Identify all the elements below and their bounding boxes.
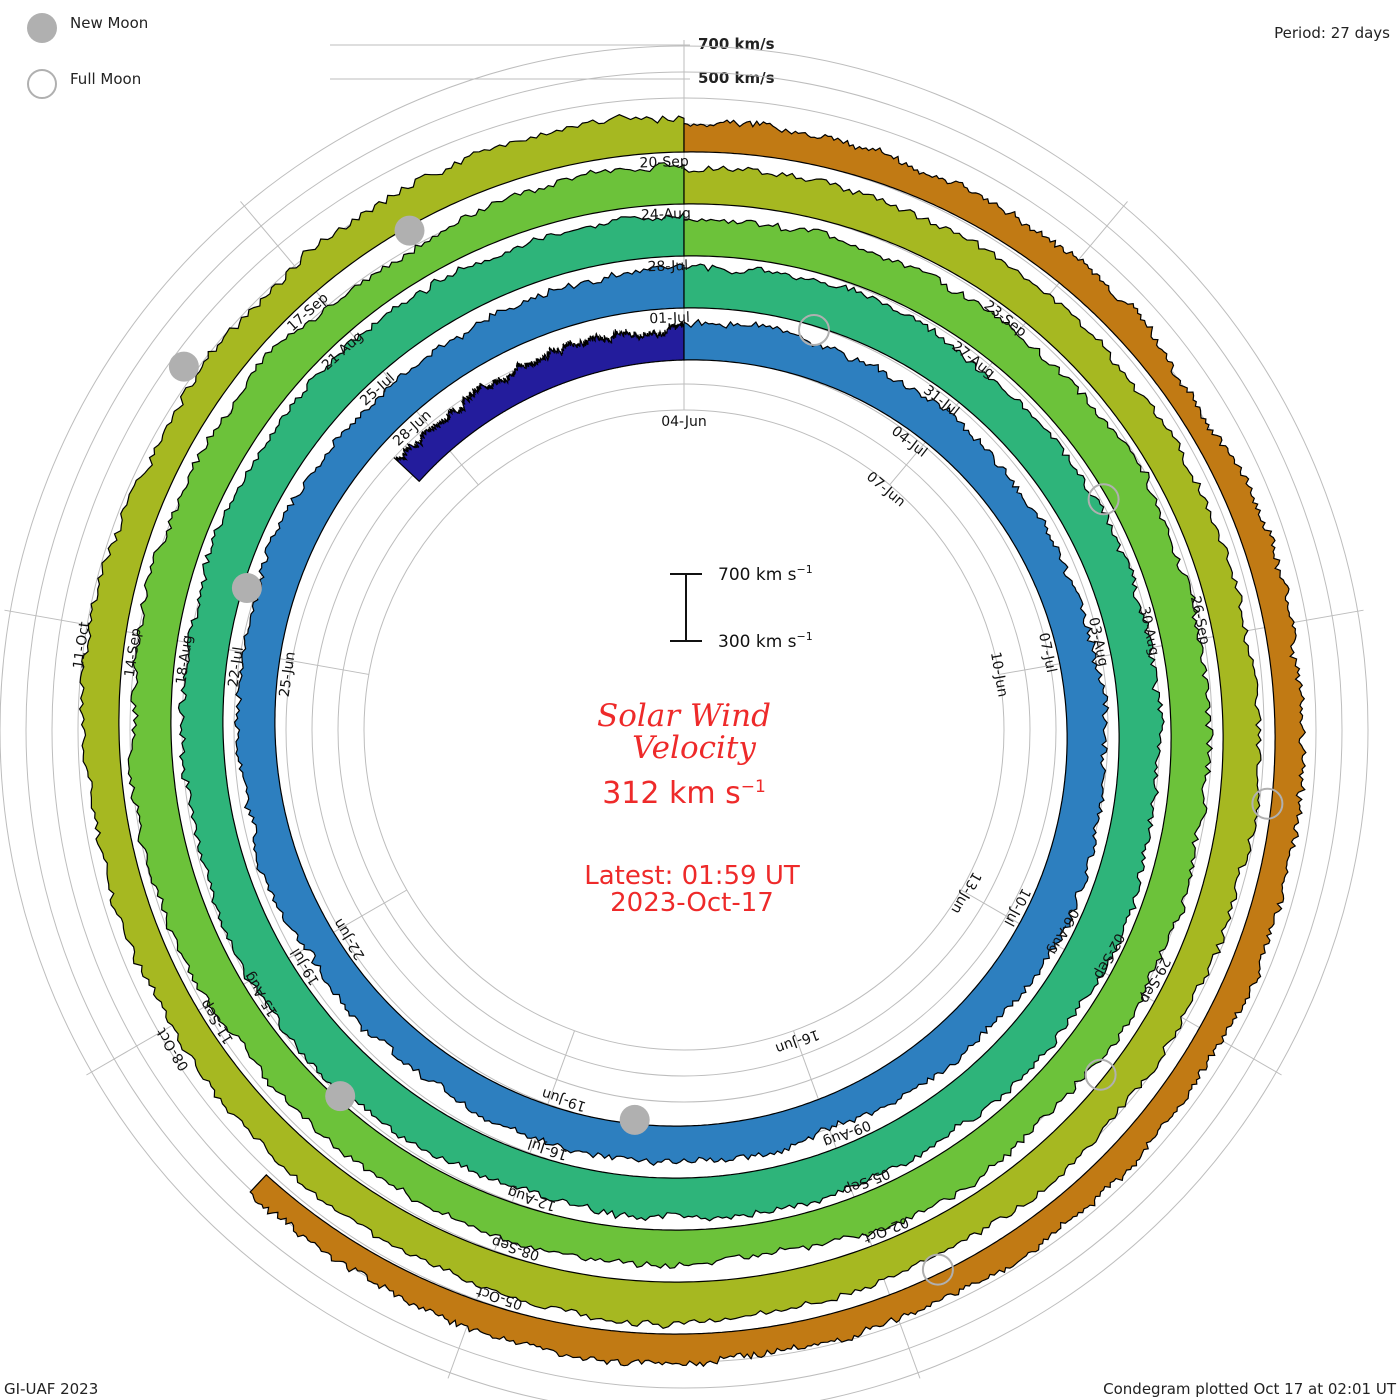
date-label: 25-Jun: [277, 651, 299, 698]
scale-top-label: 700 km/s: [698, 35, 775, 53]
full-moon-label: Full Moon: [70, 70, 141, 88]
period-label: Period: 27 days: [1274, 24, 1390, 42]
full-moon-marker-icon: [798, 314, 830, 346]
scale-bar: 700 km s−1 300 km s−1: [670, 563, 813, 652]
latest-time: Latest: 01:59 UT: [584, 861, 800, 891]
footer-credit: GI-UAF 2023: [4, 1380, 98, 1398]
full-moon-marker-icon: [921, 1253, 954, 1286]
current-speed: 312 km s−1: [602, 776, 766, 811]
new-moon-marker-icon: [325, 1081, 356, 1112]
scale-bottom-label: 500 km/s: [698, 69, 775, 87]
date-label: 01-Jul: [649, 310, 690, 327]
velocity-band-rotation-6: [249, 119, 1307, 1368]
date-label: 07-Jun: [863, 469, 908, 511]
date-label: 28-Jul: [647, 258, 688, 275]
date-label: 18-Aug: [173, 634, 196, 686]
scale-bar-bottom-label: 300 km s−1: [718, 630, 813, 652]
date-label: 14-Sep: [122, 627, 145, 678]
date-label: 11-Oct: [71, 620, 94, 670]
new-moon-label: New Moon: [70, 14, 148, 32]
date-label: 24-Aug: [641, 206, 691, 224]
date-label: 16-Jun: [773, 1026, 821, 1057]
new-moon-marker-icon: [231, 573, 262, 603]
full-moon-icon: [27, 69, 57, 99]
moon-markers: [168, 215, 1284, 1286]
chart-title-line1: Solar Wind: [597, 698, 771, 734]
date-label: 22-Jul: [225, 646, 246, 688]
velocity-band-rotation-1: [393, 321, 685, 483]
new-moon-marker-icon: [168, 351, 199, 382]
date-label: 13-Jun: [947, 869, 984, 916]
latest-date: 2023-Oct-17: [610, 888, 774, 918]
new-moon-marker-icon: [619, 1104, 650, 1135]
full-moon-marker-icon: [1251, 787, 1284, 820]
new-moon-marker-icon: [394, 215, 425, 246]
scale-bar-top-label: 700 km s−1: [718, 563, 813, 585]
date-label: 04-Jun: [661, 414, 707, 430]
full-moon-marker-icon: [1084, 1058, 1117, 1091]
full-moon-marker-icon: [1087, 483, 1120, 516]
velocity-bands: [78, 114, 1307, 1368]
new-moon-icon: [27, 13, 57, 43]
date-label: 20-Sep: [639, 154, 689, 172]
chart-title-line2: Velocity: [632, 730, 756, 766]
date-label: 10-Jun: [987, 651, 1011, 699]
grid-spoke: [86, 889, 408, 1076]
grid-spoke: [4, 609, 369, 675]
footer-plotted: Condegram plotted Oct 17 at 02:01 UT: [1103, 1380, 1397, 1398]
